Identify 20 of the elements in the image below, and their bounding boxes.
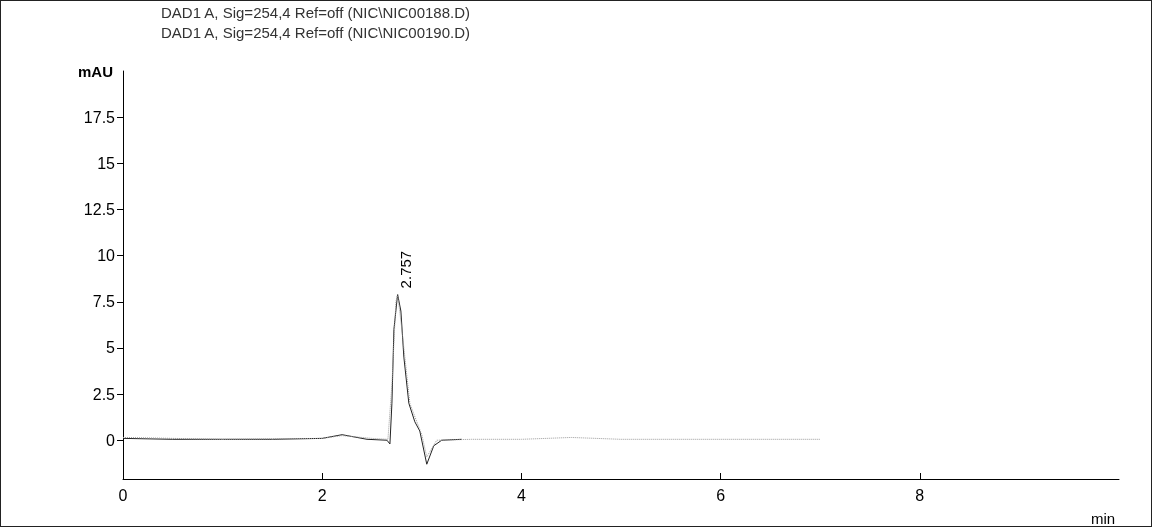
y-tick-label: 2.5 bbox=[92, 385, 116, 403]
annotation: 2.757 bbox=[397, 250, 415, 289]
text: DAD1 A, Sig=254,4 Ref=off (NIC\NIC00190.D) bbox=[161, 24, 471, 41]
x-axis-title: min bbox=[1091, 510, 1116, 527]
x-tick-label: 0 bbox=[118, 486, 128, 504]
y-axis-title: mAU bbox=[77, 63, 113, 80]
y-tick-label: 7.5 bbox=[92, 293, 116, 311]
x-tick-label: 8 bbox=[915, 486, 925, 504]
text: DAD1 A, Sig=254,4 Ref=off (NIC\NIC00188.D) bbox=[161, 4, 471, 21]
y-tick-label: 0 bbox=[106, 431, 116, 449]
x-tick-label: 6 bbox=[716, 486, 726, 504]
y-tick-label: 10 bbox=[97, 247, 116, 265]
y-tick-label: 12.5 bbox=[83, 200, 116, 218]
line-series bbox=[122, 293, 821, 458]
y-tick-label: 15 bbox=[97, 154, 116, 172]
y-tick-label: 5 bbox=[106, 339, 116, 357]
x-tick-label: 2 bbox=[317, 486, 327, 504]
x-tick-label: 4 bbox=[516, 486, 526, 504]
y-tick-label: 17.5 bbox=[83, 108, 116, 126]
line-series bbox=[122, 293, 463, 465]
